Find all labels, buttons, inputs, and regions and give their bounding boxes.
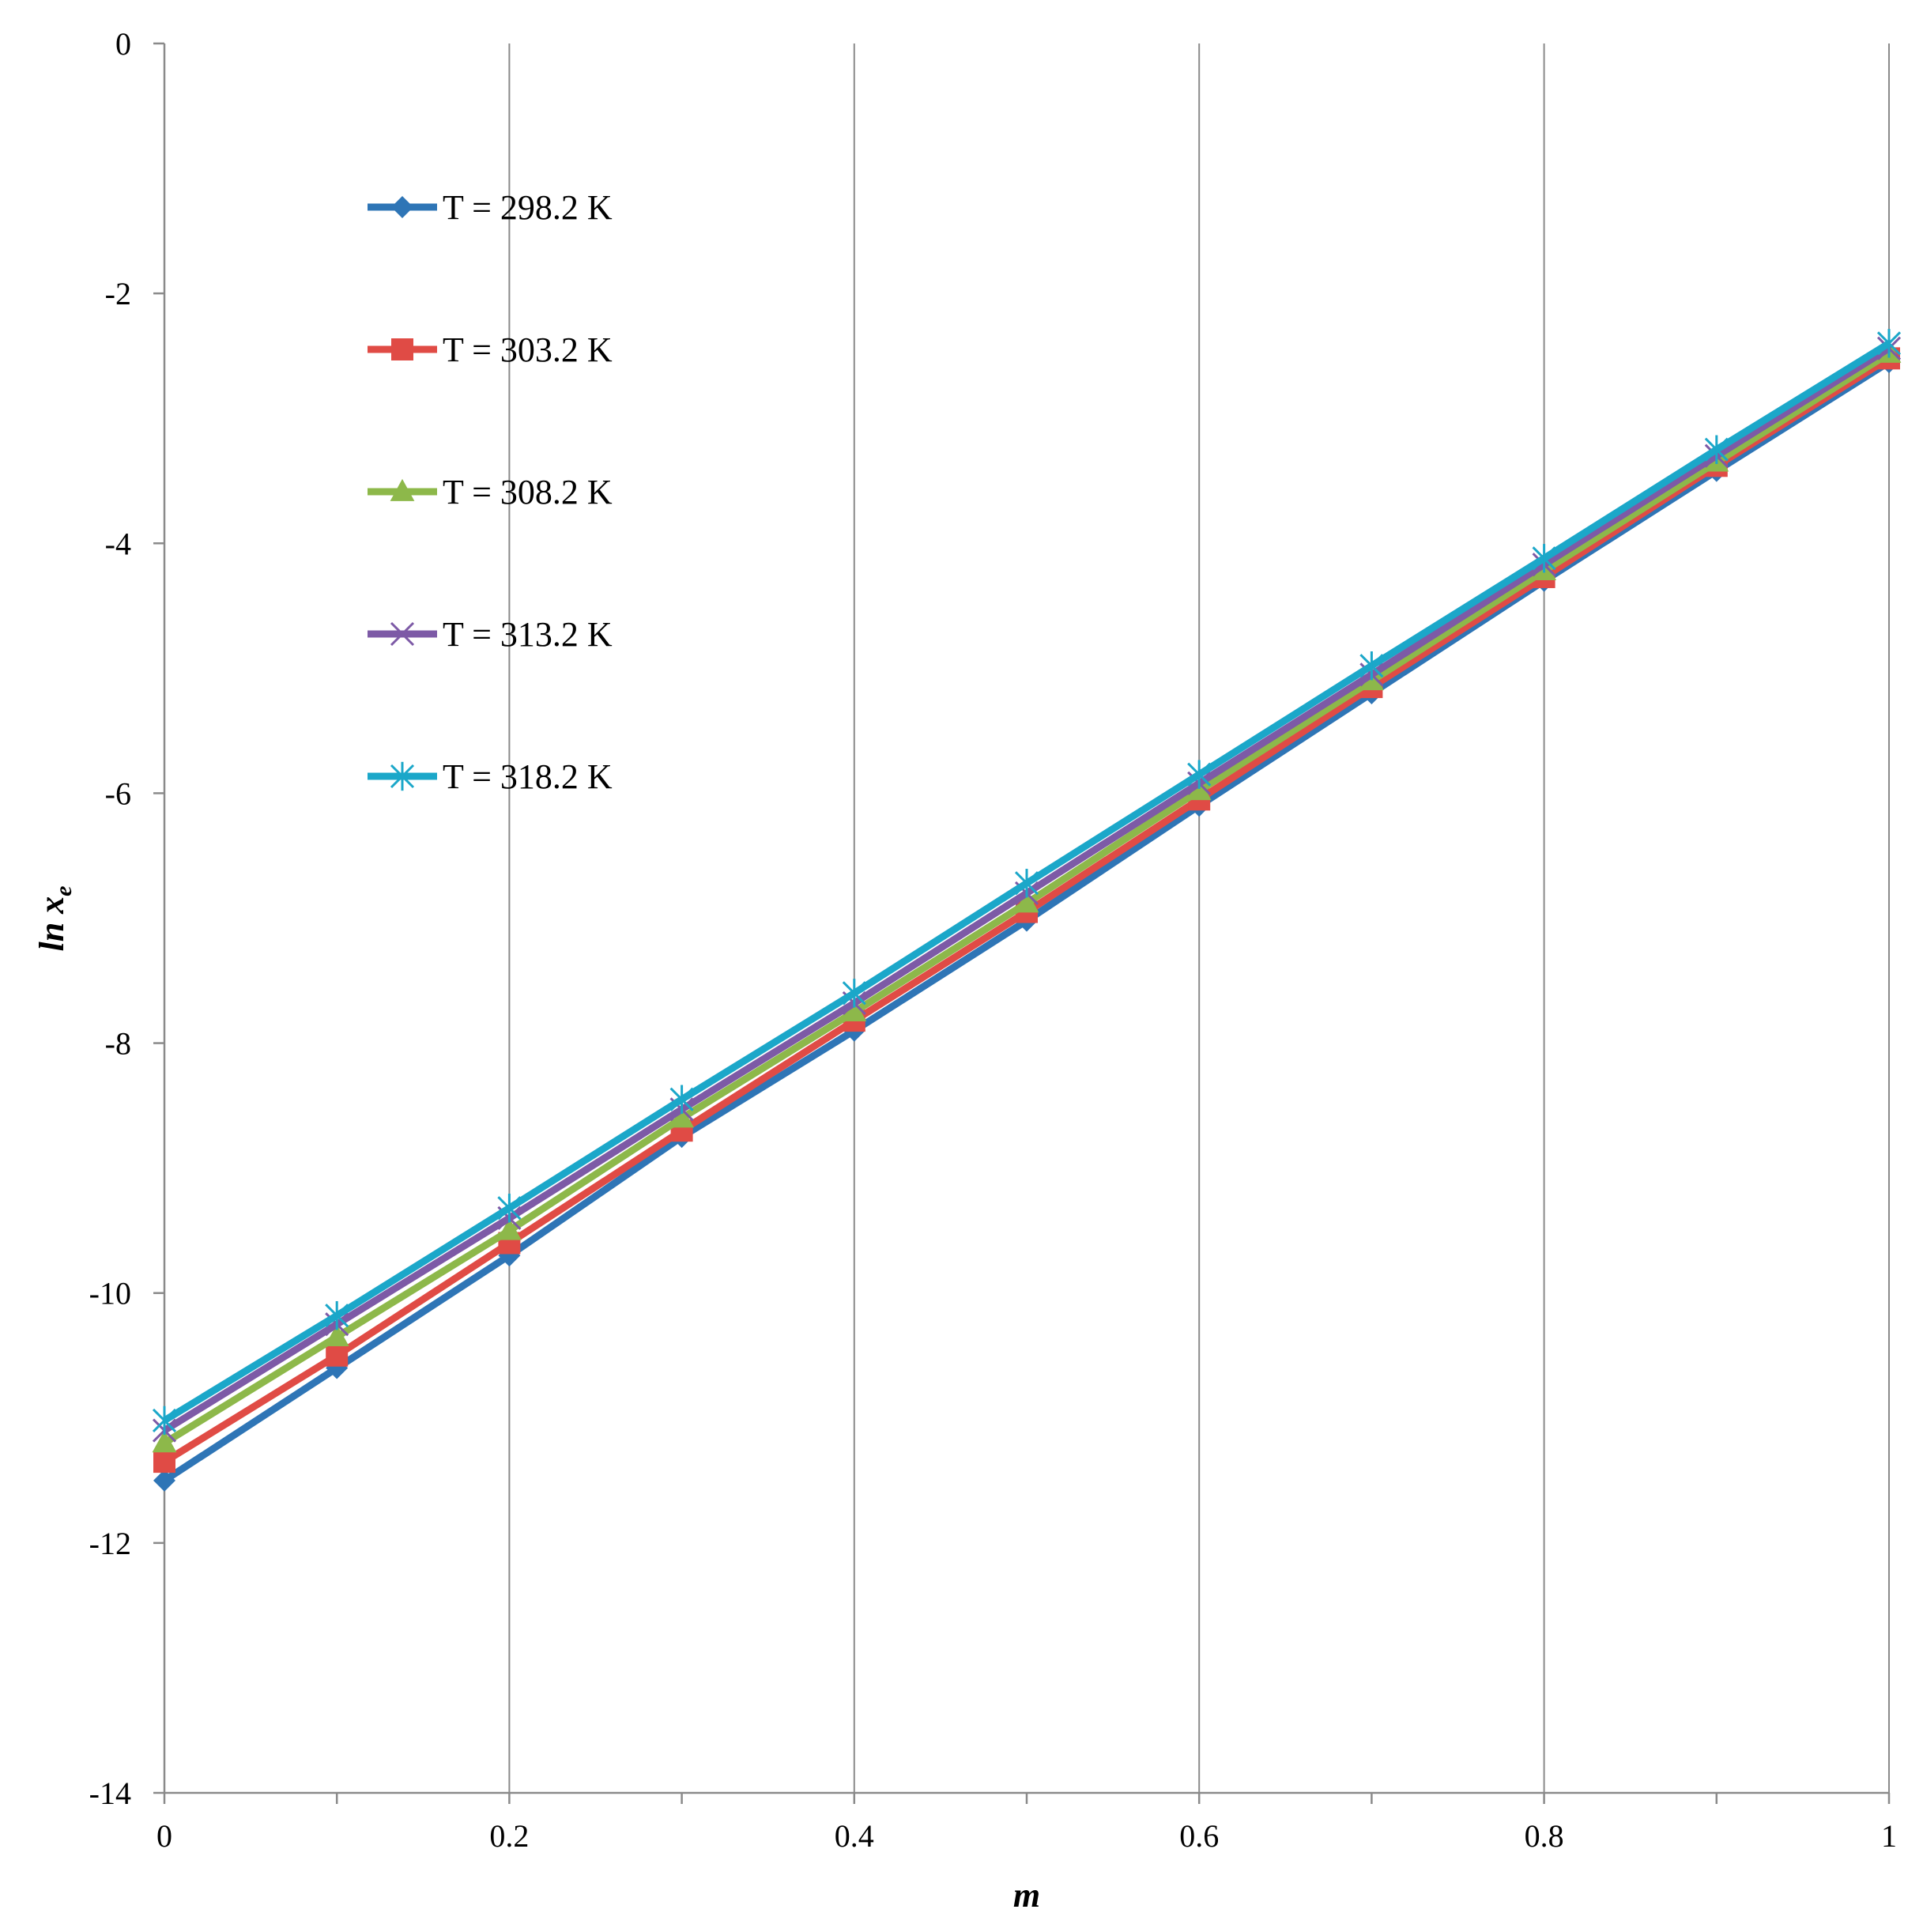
legend-item-5: T = 318.2 K <box>368 757 613 796</box>
data-point <box>1704 435 1729 464</box>
x-tick-label: 0 <box>156 1818 172 1854</box>
data-point <box>1014 869 1039 898</box>
legend-label: T = 308.2 K <box>443 473 613 511</box>
grid-lines <box>508 43 1890 1793</box>
legend-marker <box>390 761 415 791</box>
data-point <box>324 1323 349 1346</box>
series-3 <box>152 340 1902 1453</box>
x-tick-label: 0.8 <box>1525 1818 1564 1854</box>
data-point <box>153 1469 175 1492</box>
legend-label: T = 303.2 K <box>443 330 613 369</box>
x-tick-label: 1 <box>1881 1818 1897 1854</box>
legend-label: T = 318.2 K <box>443 757 613 796</box>
series-lines <box>152 329 1902 1492</box>
series-5 <box>152 329 1902 1436</box>
legend-item-3: T = 308.2 K <box>368 473 613 511</box>
data-point <box>669 1105 694 1128</box>
y-axis-title-subscript: e <box>51 885 77 896</box>
data-point <box>1532 544 1556 573</box>
y-tick-label: -2 <box>105 276 131 311</box>
y-axis-title-main: ln x <box>32 896 71 952</box>
y-tick-label: -14 <box>89 1775 131 1811</box>
data-point <box>1186 778 1212 801</box>
data-point <box>1876 329 1902 358</box>
legend-marker <box>390 478 415 501</box>
y-tick-label: -4 <box>105 526 131 561</box>
x-tick-label: 0.6 <box>1179 1818 1219 1854</box>
x-axis-title: m <box>1013 1876 1040 1915</box>
data-point <box>842 998 867 1021</box>
data-point <box>1187 760 1212 789</box>
axes: 0 -2 -4 -6 -8 -10 -12 -14 0 0.2 0.4 0.6 0.8 1 <box>89 26 1897 1854</box>
legend: T = 298.2 K T = 303.2 K T = 308.2 K T = 313… <box>368 188 613 796</box>
data-point <box>1359 651 1384 681</box>
x-tick-label: 0.4 <box>835 1818 874 1854</box>
data-point <box>497 1217 522 1240</box>
y-tick-label: -6 <box>105 775 131 811</box>
data-point <box>152 1430 177 1453</box>
data-point <box>669 1085 694 1114</box>
data-point <box>326 1344 349 1367</box>
legend-marker <box>390 621 415 647</box>
x-tick-label: 0.2 <box>489 1818 529 1854</box>
data-point <box>153 1451 175 1474</box>
data-point <box>497 1194 522 1223</box>
legend-marker <box>391 196 413 218</box>
legend-marker <box>391 338 413 360</box>
y-axis-title: ln xe <box>32 885 77 951</box>
data-point <box>1014 890 1039 913</box>
y-tick-label: 0 <box>115 26 131 62</box>
legend-item-2: T = 303.2 K <box>368 330 613 369</box>
data-point <box>325 1300 349 1330</box>
legend-label: T = 313.2 K <box>443 615 613 654</box>
legend-item-1: T = 298.2 K <box>368 188 613 227</box>
y-tick-label: -12 <box>89 1526 131 1561</box>
data-point <box>842 979 866 1008</box>
y-tick-label: -10 <box>89 1276 131 1311</box>
legend-label: T = 298.2 K <box>443 188 613 227</box>
legend-item-4: T = 313.2 K <box>368 615 613 654</box>
data-point <box>152 1406 177 1436</box>
y-tick-label: -8 <box>105 1026 131 1062</box>
